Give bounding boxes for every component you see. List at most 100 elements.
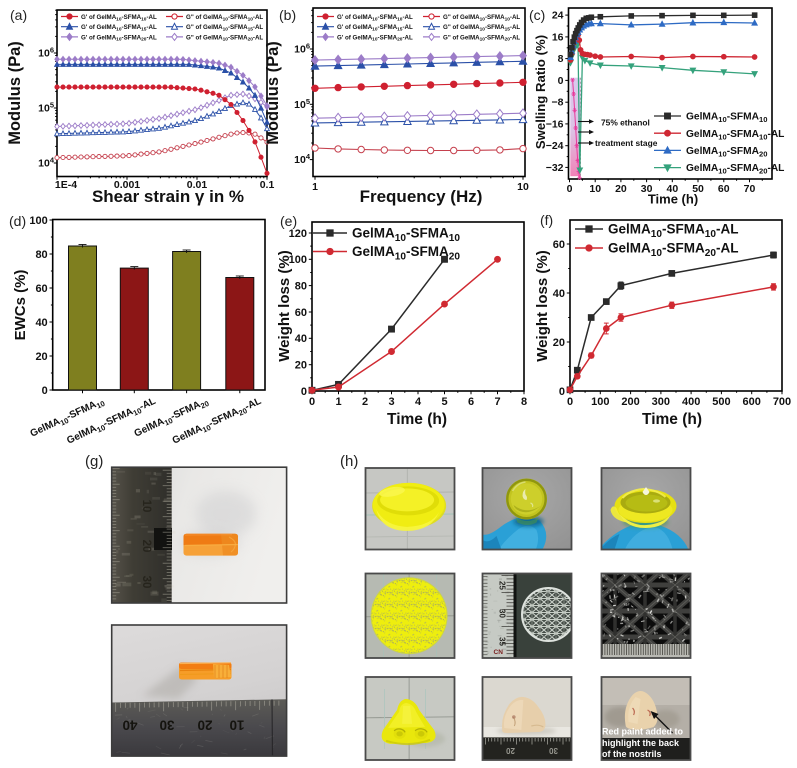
- svg-text:G" of GelMA10​-SFMA20​-AL: G" of GelMA10​-SFMA20​-AL: [186, 34, 263, 42]
- svg-text:(d): (d): [9, 213, 26, 229]
- svg-text:GelMA10​-SFMA10​-AL: GelMA10​-SFMA10​-AL: [686, 129, 784, 142]
- svg-text:40: 40: [666, 183, 678, 195]
- svg-text:100: 100: [289, 254, 307, 266]
- svg-text:35: 35: [498, 637, 507, 646]
- svg-text:30: 30: [498, 609, 507, 618]
- svg-text:24: 24: [552, 10, 564, 22]
- svg-text:10: 10: [589, 183, 601, 195]
- svg-text:16: 16: [552, 31, 564, 43]
- svg-text:50: 50: [692, 183, 704, 195]
- svg-text:7: 7: [494, 396, 500, 408]
- svg-text:−32: −32: [546, 162, 564, 174]
- svg-text:400: 400: [682, 396, 700, 408]
- svg-text:20: 20: [140, 540, 152, 553]
- svg-text:Time (h): Time (h): [642, 411, 702, 428]
- svg-text:G' of GelMA10​-SFMA10​-AL: G' of GelMA10​-SFMA10​-AL: [81, 14, 157, 22]
- svg-text:10: 10: [140, 500, 152, 513]
- svg-text:60: 60: [295, 307, 307, 319]
- svg-text:(g): (g): [85, 453, 103, 470]
- svg-text:G" of GelMA10​-SFMA15​-AL: G" of GelMA10​-SFMA15​-AL: [443, 24, 520, 32]
- svg-text:highlight the back: highlight the back: [602, 738, 680, 748]
- svg-text:20: 20: [35, 351, 47, 363]
- svg-text:8: 8: [558, 53, 564, 65]
- svg-text:0.1: 0.1: [260, 179, 275, 191]
- svg-text:40: 40: [122, 718, 137, 733]
- svg-text:−8: −8: [552, 97, 564, 109]
- svg-text:of the nostrils: of the nostrils: [602, 749, 662, 759]
- svg-text:EWCs (%): EWCs (%): [12, 270, 29, 341]
- svg-text:5: 5: [441, 396, 447, 408]
- svg-text:Frequency (Hz): Frequency (Hz): [360, 187, 483, 206]
- svg-text:6: 6: [468, 396, 474, 408]
- svg-text:G' of GelMA10​-SFMA15​-AL: G' of GelMA10​-SFMA15​-AL: [337, 24, 413, 32]
- svg-text:0: 0: [567, 396, 573, 408]
- svg-text:0.001: 0.001: [114, 179, 140, 191]
- svg-text:20: 20: [197, 718, 212, 733]
- svg-text:200: 200: [621, 396, 639, 408]
- svg-text:1: 1: [335, 396, 341, 408]
- svg-text:(f): (f): [540, 212, 553, 228]
- svg-text:Shear strain γ in %: Shear strain γ in %: [92, 187, 244, 206]
- svg-text:0: 0: [559, 386, 565, 398]
- svg-text:Time (h): Time (h): [387, 411, 447, 428]
- svg-text:100: 100: [29, 215, 47, 227]
- svg-text:(h): (h): [340, 453, 358, 470]
- svg-text:(a): (a): [10, 7, 27, 23]
- svg-text:0: 0: [301, 386, 307, 398]
- svg-text:80: 80: [295, 280, 307, 292]
- svg-text:GelMA10​-SFMA10​: GelMA10​-SFMA10​: [686, 112, 767, 125]
- svg-text:(e): (e): [280, 213, 297, 229]
- svg-text:8: 8: [521, 396, 527, 408]
- svg-text:0: 0: [42, 385, 48, 397]
- svg-text:GelMA10​-SFMA20​: GelMA10​-SFMA20​: [352, 244, 460, 262]
- svg-text:Modulus (Pa): Modulus (Pa): [6, 41, 24, 145]
- svg-text:70: 70: [744, 183, 756, 195]
- svg-text:Time (h): Time (h): [648, 192, 698, 207]
- svg-text:−16: −16: [546, 118, 564, 130]
- svg-text:20: 20: [553, 337, 565, 349]
- svg-text:G" of GelMA10​-SFMA15​-AL: G" of GelMA10​-SFMA15​-AL: [186, 24, 263, 32]
- svg-text:GelMA10​-SFMA10​: GelMA10​-SFMA10​: [352, 226, 460, 244]
- svg-text:10: 10: [517, 181, 529, 193]
- svg-text:3: 3: [388, 396, 394, 408]
- svg-text:CN: CN: [494, 649, 504, 656]
- svg-text:Modulus (Pa): Modulus (Pa): [264, 41, 282, 145]
- svg-text:600: 600: [743, 396, 761, 408]
- svg-text:30: 30: [140, 576, 152, 589]
- svg-text:Swelling Ratio (%): Swelling Ratio (%): [533, 35, 548, 149]
- svg-text:500: 500: [712, 396, 730, 408]
- svg-text:2: 2: [362, 396, 368, 408]
- svg-text:120: 120: [289, 228, 307, 240]
- svg-text:30: 30: [159, 718, 174, 733]
- svg-text:4: 4: [415, 396, 422, 408]
- svg-text:Weight loss (%): Weight loss (%): [534, 250, 551, 361]
- svg-text:0.01: 0.01: [187, 179, 208, 191]
- svg-text:40: 40: [35, 317, 47, 329]
- svg-text:10: 10: [229, 718, 244, 733]
- svg-text:G' of GelMA10​-SFMA10​-AL: G' of GelMA10​-SFMA10​-AL: [337, 14, 413, 22]
- svg-text:G" of GelMA10​-SFMA20​-AL: G" of GelMA10​-SFMA20​-AL: [443, 34, 520, 42]
- svg-text:30: 30: [641, 183, 653, 195]
- svg-text:G' of GelMA10​-SFMA15​-AL: G' of GelMA10​-SFMA15​-AL: [81, 24, 157, 32]
- svg-text:20: 20: [506, 746, 515, 755]
- svg-text:100: 100: [591, 396, 609, 408]
- svg-text:700: 700: [773, 396, 791, 408]
- svg-text:G" of GelMA10​-SFMA10​-AL: G" of GelMA10​-SFMA10​-AL: [186, 14, 263, 22]
- svg-text:60: 60: [35, 283, 47, 295]
- svg-text:Red paint added to: Red paint added to: [602, 727, 684, 737]
- svg-text:treatment stage: treatment stage: [595, 138, 658, 148]
- svg-text:0: 0: [567, 183, 573, 195]
- svg-text:80: 80: [35, 249, 47, 261]
- svg-text:40: 40: [295, 333, 307, 345]
- svg-text:20: 20: [615, 183, 627, 195]
- svg-text:300: 300: [652, 396, 670, 408]
- svg-text:0: 0: [558, 75, 564, 87]
- svg-text:−24: −24: [546, 140, 564, 152]
- svg-text:1E-4: 1E-4: [55, 179, 77, 191]
- svg-text:Weight loss (%): Weight loss (%): [276, 250, 293, 361]
- svg-text:40: 40: [553, 288, 565, 300]
- svg-text:GelMA10​-SFMA20​: GelMA10​-SFMA20​: [686, 146, 767, 159]
- svg-text:25: 25: [498, 581, 507, 590]
- svg-text:60: 60: [553, 239, 565, 251]
- svg-text:1: 1: [312, 181, 318, 193]
